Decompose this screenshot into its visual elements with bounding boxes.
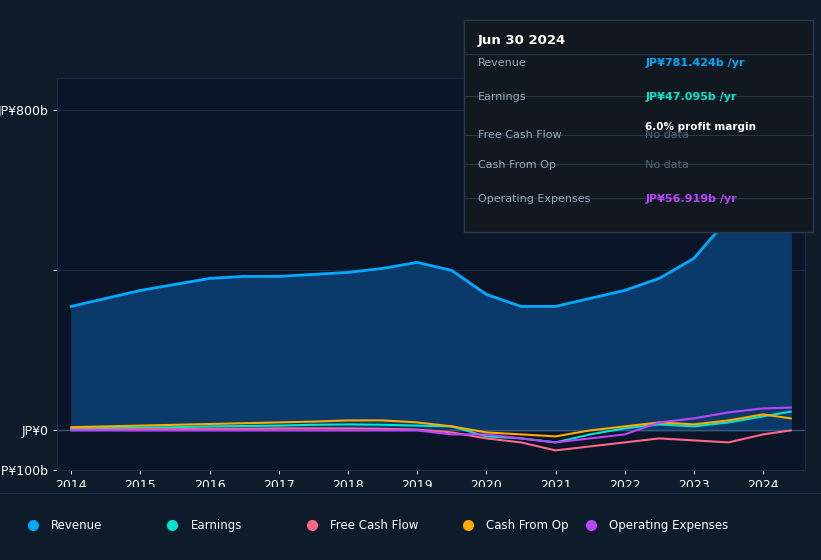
Text: Jun 30 2024: Jun 30 2024 [478,35,566,48]
Text: Earnings: Earnings [478,92,526,102]
Text: Free Cash Flow: Free Cash Flow [330,519,419,531]
Text: JP¥56.919b /yr: JP¥56.919b /yr [645,194,737,204]
Text: Operating Expenses: Operating Expenses [478,194,590,204]
Text: Cash From Op: Cash From Op [486,519,568,531]
Text: JP¥781.424b /yr: JP¥781.424b /yr [645,58,745,68]
Text: No data: No data [645,130,689,140]
Text: Revenue: Revenue [51,519,103,531]
Text: 6.0% profit margin: 6.0% profit margin [645,122,756,132]
Text: Revenue: Revenue [478,58,526,68]
Text: Earnings: Earnings [190,519,242,531]
Text: Operating Expenses: Operating Expenses [609,519,728,531]
Text: Cash From Op: Cash From Op [478,160,556,170]
Text: Free Cash Flow: Free Cash Flow [478,130,562,140]
Text: JP¥47.095b /yr: JP¥47.095b /yr [645,92,736,102]
Text: No data: No data [645,160,689,170]
